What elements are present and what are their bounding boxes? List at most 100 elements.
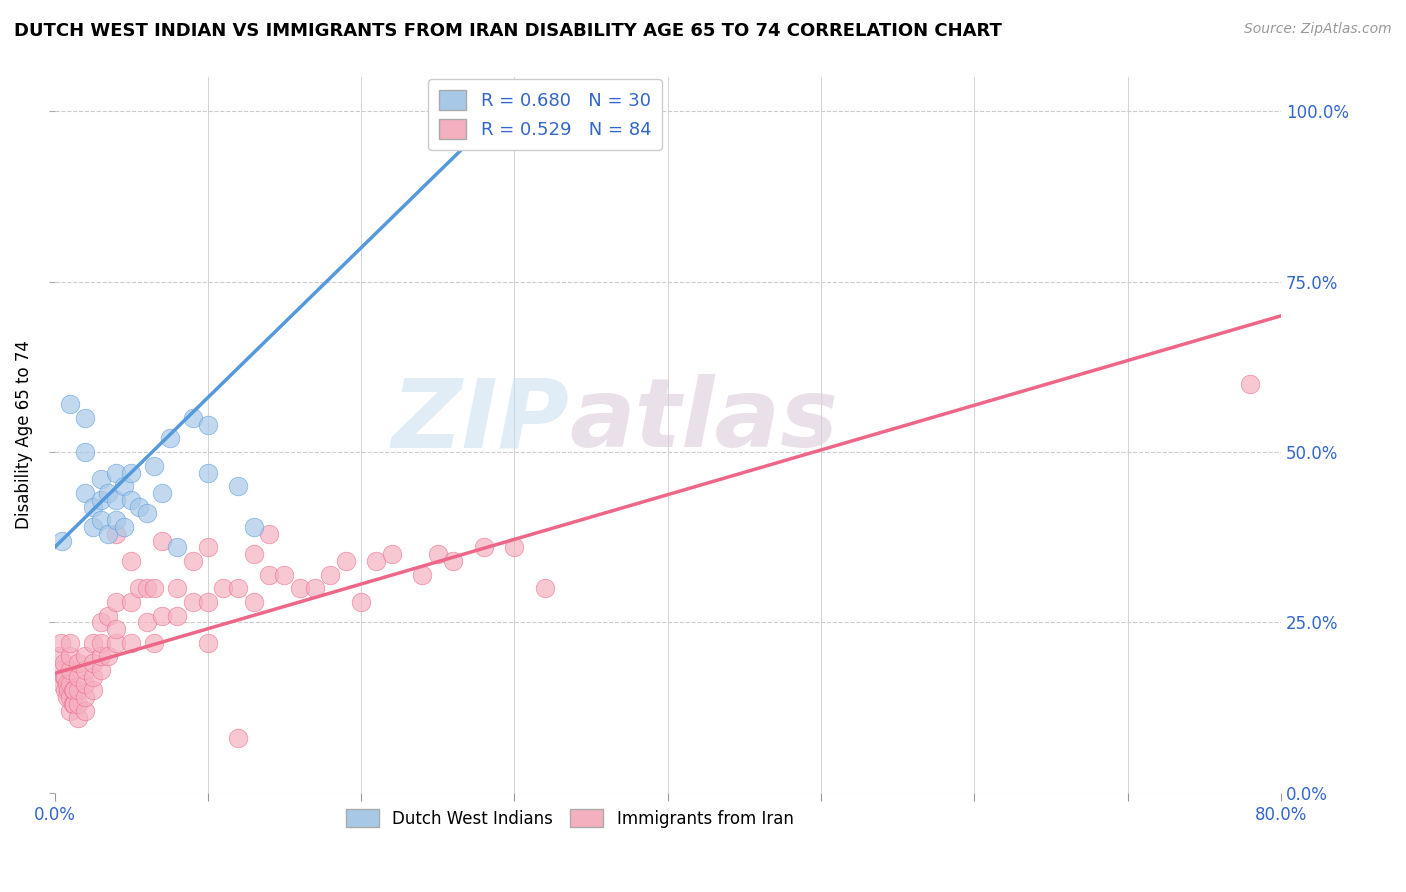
Point (89, 492, 111, 507)
Point (120, 636, 142, 650)
Point (49, 636, 72, 650)
Point (120, 492, 142, 507)
Point (228, 479, 250, 493)
Point (75, 649, 97, 664)
Point (257, 526, 280, 541)
Point (66, 683, 89, 698)
Point (51, 533, 73, 548)
Point (304, 582, 326, 596)
Point (159, 432, 181, 446)
Point (48, 649, 70, 664)
Point (89, 663, 111, 677)
Point (97, 526, 120, 541)
Point (472, 541, 495, 555)
Point (143, 582, 166, 596)
Point (273, 567, 295, 582)
Point (89, 513, 111, 527)
Point (366, 554, 388, 568)
Point (66, 697, 89, 711)
Point (104, 526, 127, 541)
Point (288, 582, 311, 596)
Point (97, 486, 120, 500)
Point (257, 567, 280, 582)
Point (59, 676, 82, 690)
Point (89, 615, 111, 630)
Point (181, 595, 204, 609)
Point (104, 595, 127, 609)
Point (166, 541, 188, 555)
Point (63, 697, 86, 711)
Point (52, 670, 75, 684)
Point (53, 670, 76, 684)
Point (59, 397, 82, 411)
Point (1239, 376, 1261, 391)
Point (181, 411, 204, 425)
Point (197, 541, 219, 555)
Text: ZIP: ZIP (392, 375, 569, 467)
Point (319, 567, 342, 582)
Point (112, 479, 135, 493)
Point (181, 554, 204, 568)
Point (62, 697, 84, 711)
Point (228, 731, 250, 746)
Point (89, 472, 111, 486)
Point (75, 704, 97, 718)
Point (59, 636, 82, 650)
Point (228, 582, 250, 596)
Point (503, 541, 526, 555)
Point (52, 657, 75, 671)
Point (59, 663, 82, 677)
Point (197, 466, 219, 480)
Point (82, 636, 104, 650)
Point (59, 649, 82, 664)
Point (426, 547, 449, 561)
Point (135, 582, 157, 596)
Point (59, 690, 82, 705)
Point (243, 520, 266, 534)
Point (75, 445, 97, 459)
Point (534, 582, 557, 596)
Point (112, 520, 135, 534)
Point (82, 657, 104, 671)
Point (97, 608, 120, 623)
Point (97, 649, 120, 664)
Point (56, 676, 79, 690)
Legend: Dutch West Indians, Immigrants from Iran: Dutch West Indians, Immigrants from Iran (339, 803, 800, 834)
Point (75, 411, 97, 425)
Point (89, 649, 111, 664)
Point (82, 670, 104, 684)
Point (143, 636, 166, 650)
Point (150, 608, 173, 623)
Point (75, 486, 97, 500)
Point (89, 636, 111, 650)
Point (243, 595, 266, 609)
Point (411, 567, 433, 582)
Y-axis label: Disability Age 65 to 74: Disability Age 65 to 74 (15, 341, 32, 530)
Point (135, 615, 157, 630)
Text: DUTCH WEST INDIAN VS IMMIGRANTS FROM IRAN DISABILITY AGE 65 TO 74 CORRELATION CH: DUTCH WEST INDIAN VS IMMIGRANTS FROM IRA… (14, 22, 1002, 40)
Point (120, 595, 142, 609)
Point (104, 513, 127, 527)
Point (82, 500, 104, 514)
Point (104, 492, 127, 507)
Point (56, 690, 79, 705)
Point (82, 520, 104, 534)
Point (75, 676, 97, 690)
Point (128, 582, 150, 596)
Point (51, 663, 73, 677)
Point (243, 547, 266, 561)
Point (197, 636, 219, 650)
Point (66, 657, 89, 671)
Point (197, 595, 219, 609)
Point (51, 676, 73, 690)
Text: atlas: atlas (569, 375, 838, 467)
Point (335, 554, 357, 568)
Point (150, 486, 173, 500)
Point (120, 466, 142, 480)
Point (63, 683, 86, 698)
Point (441, 554, 464, 568)
Point (104, 466, 127, 480)
Point (381, 547, 404, 561)
Point (166, 608, 188, 623)
Point (166, 582, 188, 596)
